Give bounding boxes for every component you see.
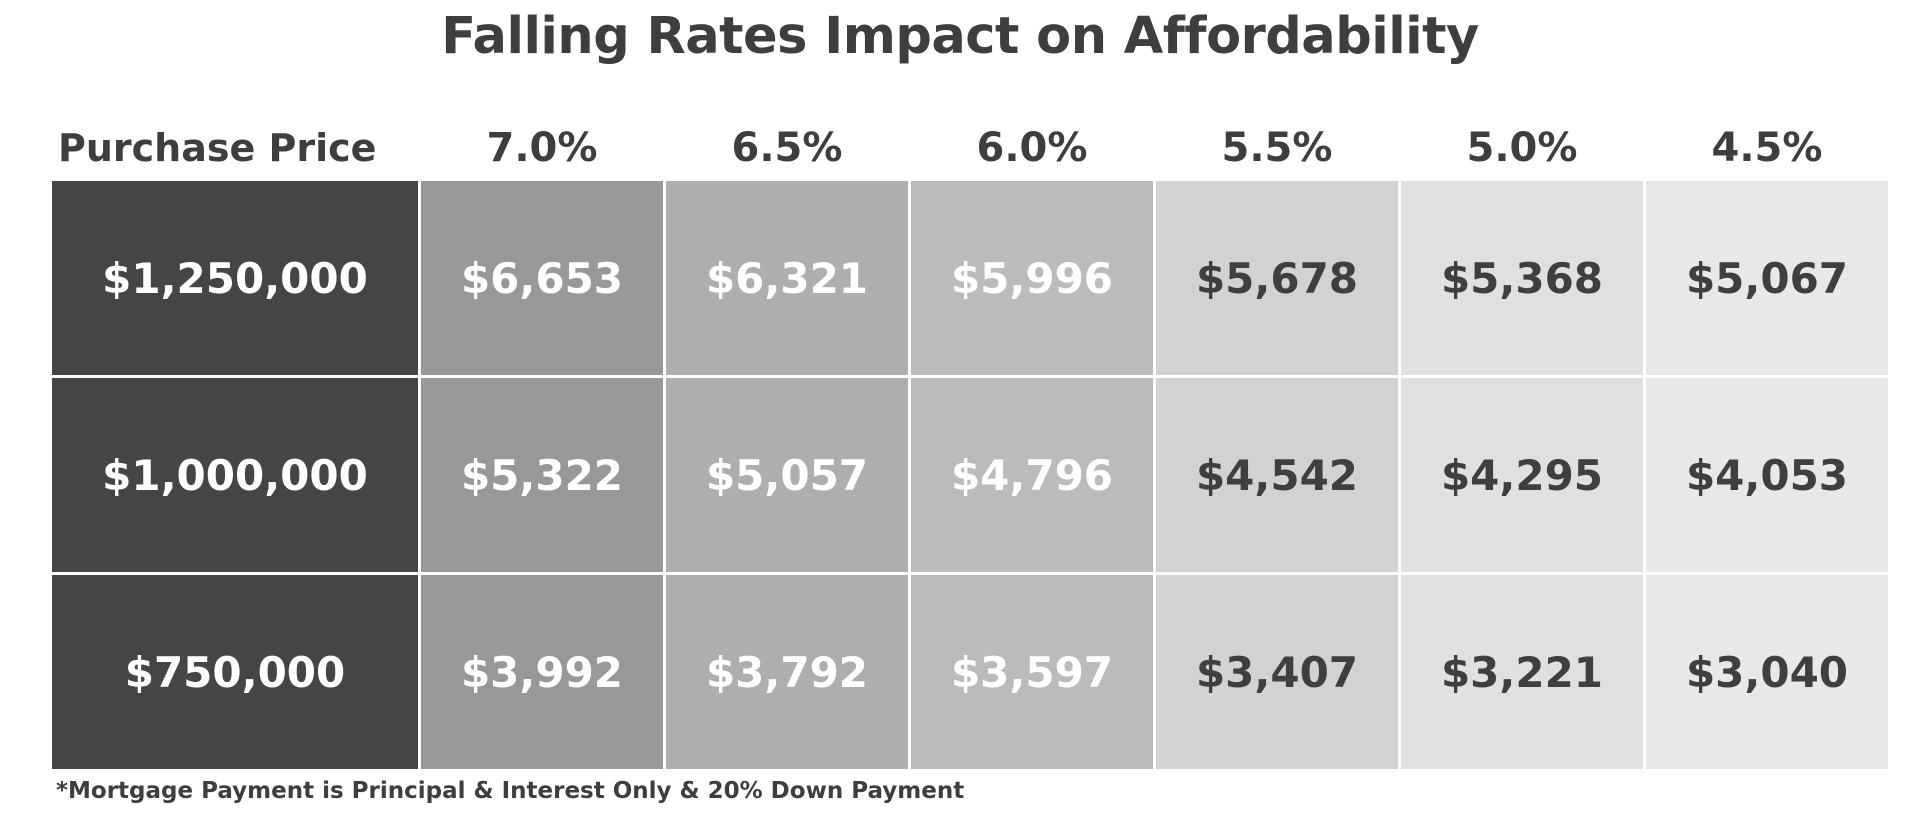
- rate-header-5: 4.5%: [1711, 125, 1823, 171]
- payment-cell-r2-c3: $3,407: [1156, 575, 1398, 769]
- rate-header-3: 5.5%: [1221, 125, 1333, 171]
- payment-table: $1,250,000 $6,653 $6,321 $5,996 $5,678 $5,368…: [52, 181, 1888, 770]
- payment-cell-r2-c2: $3,597: [911, 575, 1153, 769]
- payment-cell-r0-c0: $6,653: [421, 181, 663, 375]
- chart-title: Falling Rates Impact on Affordability: [441, 7, 1479, 66]
- payment-cell-r2-c5: $3,040: [1646, 575, 1888, 769]
- payment-cell-r1-c5: $4,053: [1646, 378, 1888, 572]
- price-cell-0: $1,250,000: [52, 181, 418, 375]
- rate-header-4: 5.0%: [1466, 125, 1578, 171]
- footnote: *Mortgage Payment is Principal & Interes…: [56, 778, 965, 804]
- payment-cell-r2-c1: $3,792: [666, 575, 908, 769]
- rate-header-2: 6.0%: [976, 125, 1088, 171]
- payment-cell-r0-c1: $6,321: [666, 181, 908, 375]
- payment-cell-r0-c3: $5,678: [1156, 181, 1398, 375]
- price-cell-1: $1,000,000: [52, 378, 418, 572]
- payment-cell-r0-c5: $5,067: [1646, 181, 1888, 375]
- payment-cell-r1-c0: $5,322: [421, 378, 663, 572]
- price-cell-2: $750,000: [52, 575, 418, 769]
- payment-cell-r0-c4: $5,368: [1401, 181, 1643, 375]
- table-header-row: Purchase Price 7.0% 6.5% 6.0% 5.5% 5.0% 4.5%: [52, 118, 1887, 178]
- payment-cell-r0-c2: $5,996: [911, 181, 1153, 375]
- payment-cell-r1-c4: $4,295: [1401, 378, 1643, 572]
- payment-cell-r1-c3: $4,542: [1156, 378, 1398, 572]
- payment-cell-r1-c1: $5,057: [666, 378, 908, 572]
- payment-cell-r2-c4: $3,221: [1401, 575, 1643, 769]
- payment-cell-r1-c2: $4,796: [911, 378, 1153, 572]
- rate-header-0: 7.0%: [486, 125, 598, 171]
- payment-cell-r2-c0: $3,992: [421, 575, 663, 769]
- rate-header-1: 6.5%: [731, 125, 843, 171]
- purchase-price-header: Purchase Price: [58, 126, 377, 170]
